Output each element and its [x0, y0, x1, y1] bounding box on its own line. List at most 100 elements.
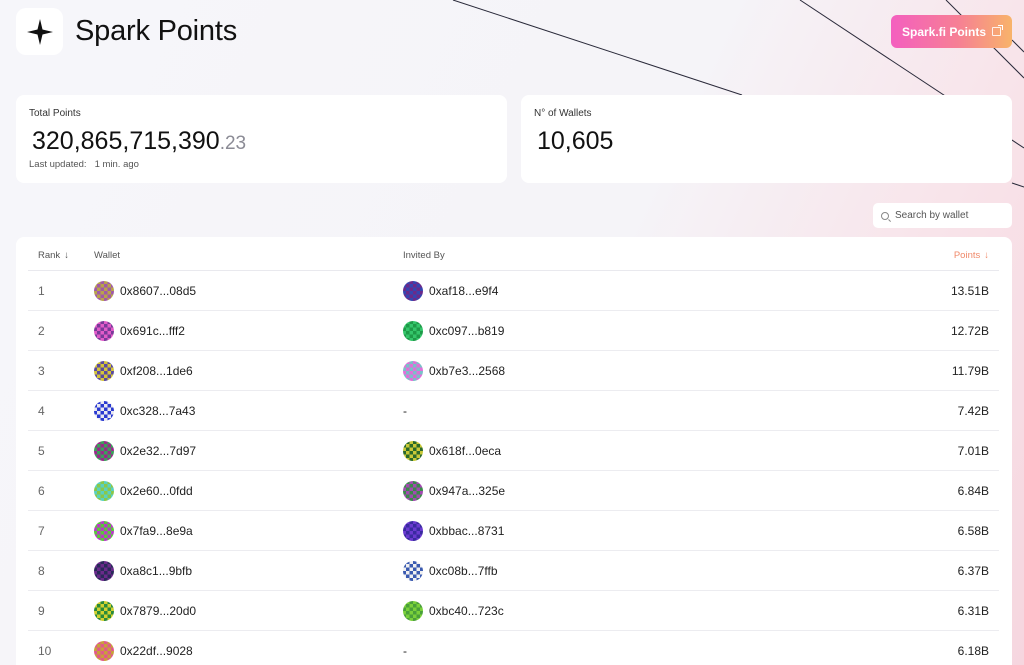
- wallets-count-card: N° of Wallets 10,605: [521, 95, 1012, 183]
- invited-by-cell[interactable]: 0xbc40...723c: [403, 591, 504, 630]
- total-points-value: 320,865,715,390.23: [32, 127, 246, 156]
- wallet-cell[interactable]: 0xf208...1de6: [94, 351, 193, 390]
- invited-by-cell[interactable]: 0xc097...b819: [403, 311, 504, 350]
- wallet-avatar: [94, 360, 114, 381]
- wallet-address: 0x8607...08d5: [120, 283, 197, 298]
- table-row: 2 0x691c...fff2 0xc097...b819 12.72B: [28, 311, 999, 351]
- invited-by-cell[interactable]: 0xbbac...8731: [403, 511, 504, 550]
- wallet-avatar: [94, 400, 114, 421]
- points-cell: 6.31B: [957, 603, 989, 618]
- column-header-rank[interactable]: Rank ↓: [38, 250, 69, 261]
- wallet-avatar: [94, 640, 114, 661]
- external-link-icon: [992, 25, 1004, 36]
- rank-cell: 4: [38, 403, 45, 418]
- wallet-avatar: [94, 560, 114, 581]
- points-cell: 6.84B: [957, 483, 989, 498]
- wallet-avatar: [94, 280, 114, 301]
- points-cell: 6.58B: [957, 523, 989, 538]
- table-row: 4 0xc328...7a43 - 7.42B: [28, 391, 999, 431]
- wallet-avatar: [94, 480, 114, 501]
- table-row: 10 0x22df...9028 - 6.18B: [28, 631, 999, 665]
- wallet-cell[interactable]: 0x8607...08d5: [94, 271, 196, 310]
- wallet-cell[interactable]: 0x7879...20d0: [94, 591, 196, 630]
- wallet-address: 0x691c...fff2: [120, 323, 185, 338]
- inviter-avatar: [403, 480, 423, 501]
- inviter-address: 0xc097...b819: [429, 323, 505, 338]
- points-cell: 12.72B: [950, 323, 989, 338]
- inviter-address: -: [403, 643, 407, 658]
- invited-by-cell[interactable]: 0xaf18...e9f4: [403, 271, 498, 310]
- wallet-cell[interactable]: 0x22df...9028: [94, 631, 193, 665]
- points-cell: 11.79B: [951, 363, 989, 378]
- table-row: 5 0x2e32...7d97 0x618f...0eca 7.01B: [28, 431, 999, 471]
- table-row: 6 0x2e60...0fdd 0x947a...325e 6.84B: [28, 471, 999, 511]
- inviter-avatar: [403, 440, 423, 461]
- table-row: 1 0x8607...08d5 0xaf18...e9f4 13.51B: [28, 271, 999, 311]
- rank-cell: 6: [38, 483, 45, 498]
- inviter-address: 0xb7e3...2568: [429, 363, 506, 378]
- search-icon: [881, 211, 889, 220]
- rank-cell: 9: [38, 603, 45, 618]
- wallet-avatar: [94, 520, 114, 541]
- spark-fi-points-button[interactable]: Spark.fi Points: [891, 15, 1012, 48]
- table-header: Rank ↓ Wallet Invited By Points ↓: [28, 237, 999, 271]
- search-input[interactable]: [895, 210, 1005, 221]
- points-cell: 6.18B: [957, 643, 989, 658]
- invited-by-cell[interactable]: 0x618f...0eca: [403, 431, 501, 470]
- inviter-address: 0xbbac...8731: [429, 523, 505, 538]
- wallet-avatar: [94, 600, 114, 621]
- inviter-address: 0xc08b...7ffb: [429, 563, 498, 578]
- inviter-avatar: [403, 520, 423, 541]
- inviter-avatar: [403, 560, 423, 581]
- wallet-cell[interactable]: 0x2e32...7d97: [94, 431, 196, 470]
- wallet-cell[interactable]: 0xc328...7a43: [94, 391, 195, 430]
- invited-by-cell[interactable]: 0xb7e3...2568: [403, 351, 505, 390]
- wallet-address: 0x7879...20d0: [120, 603, 197, 618]
- rank-cell: 5: [38, 443, 45, 458]
- points-cell: 7.01B: [957, 443, 989, 458]
- rank-cell: 7: [38, 523, 45, 538]
- column-header-invited-by: Invited By: [403, 250, 445, 261]
- wallet-avatar: [94, 440, 114, 461]
- invited-by-cell[interactable]: 0xc08b...7ffb: [403, 551, 498, 590]
- inviter-avatar: [403, 320, 423, 341]
- total-points-card: Total Points 320,865,715,390.23 Last upd…: [16, 95, 507, 183]
- wallet-address: 0xf208...1de6: [120, 363, 193, 378]
- inviter-avatar: [403, 600, 423, 621]
- wallet-cell[interactable]: 0x691c...fff2: [94, 311, 185, 350]
- sort-arrow-icon: ↓: [64, 250, 69, 261]
- spark-logo-icon: [16, 8, 63, 55]
- rank-cell: 1: [38, 283, 45, 298]
- inviter-address: 0x618f...0eca: [429, 443, 502, 458]
- inviter-avatar: [403, 280, 423, 301]
- rank-cell: 2: [38, 323, 45, 338]
- invited-by-cell[interactable]: 0x947a...325e: [403, 471, 505, 510]
- wallet-address: 0xc328...7a43: [120, 403, 196, 418]
- search-box[interactable]: [873, 203, 1012, 228]
- total-points-integer: 320,865,715,390: [32, 127, 220, 155]
- last-updated: Last updated: 1 min. ago: [29, 159, 139, 170]
- table-row: 9 0x7879...20d0 0xbc40...723c 6.31B: [28, 591, 999, 631]
- wallet-address: 0xa8c1...9bfb: [120, 563, 193, 578]
- leaderboard-table: Rank ↓ Wallet Invited By Points ↓ 1 0x8607.…: [16, 237, 1012, 665]
- wallet-cell[interactable]: 0xa8c1...9bfb: [94, 551, 192, 590]
- page-title: Spark Points: [75, 15, 238, 47]
- points-cell: 7.42B: [957, 403, 989, 418]
- cta-label: Spark.fi Points: [901, 24, 987, 39]
- wallet-cell[interactable]: 0x2e60...0fdd: [94, 471, 193, 510]
- last-updated-value: 1 min. ago: [94, 159, 139, 170]
- sort-arrow-icon: ↓: [984, 250, 989, 261]
- total-points-decimal: .23: [219, 133, 247, 154]
- total-points-label: Total Points: [29, 108, 81, 119]
- inviter-address: -: [403, 403, 407, 418]
- wallet-cell[interactable]: 0x7fa9...8e9a: [94, 511, 193, 550]
- points-cell: 13.51B: [950, 283, 989, 298]
- points-cell: 6.37B: [957, 563, 989, 578]
- column-header-wallet: Wallet: [94, 250, 121, 261]
- rank-cell: 8: [38, 563, 45, 578]
- inviter-address: 0x947a...325e: [429, 483, 506, 498]
- invited-by-cell: -: [403, 391, 407, 430]
- wallet-address: 0x2e60...0fdd: [120, 483, 193, 498]
- column-header-points[interactable]: Points ↓: [953, 250, 989, 261]
- invited-by-cell: -: [403, 631, 407, 665]
